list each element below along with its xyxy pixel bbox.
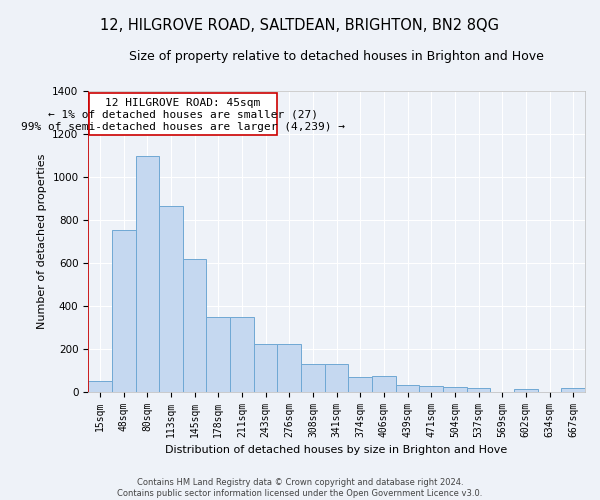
Bar — [325, 364, 349, 392]
Bar — [514, 389, 538, 392]
Bar — [254, 344, 277, 392]
Bar — [159, 206, 183, 392]
Text: 99% of semi-detached houses are larger (4,239) →: 99% of semi-detached houses are larger (… — [21, 122, 345, 132]
Bar — [183, 259, 206, 392]
Bar — [372, 376, 396, 392]
Bar — [396, 385, 419, 392]
Bar — [136, 156, 159, 392]
Text: 12 HILGROVE ROAD: 45sqm: 12 HILGROVE ROAD: 45sqm — [106, 98, 260, 108]
Text: 12, HILGROVE ROAD, SALTDEAN, BRIGHTON, BN2 8QG: 12, HILGROVE ROAD, SALTDEAN, BRIGHTON, B… — [101, 18, 499, 32]
Bar — [112, 230, 136, 392]
Text: Contains HM Land Registry data © Crown copyright and database right 2024.
Contai: Contains HM Land Registry data © Crown c… — [118, 478, 482, 498]
Y-axis label: Number of detached properties: Number of detached properties — [37, 154, 47, 329]
Bar — [206, 318, 230, 392]
Bar — [467, 388, 490, 392]
Bar — [301, 364, 325, 392]
X-axis label: Distribution of detached houses by size in Brighton and Hove: Distribution of detached houses by size … — [166, 445, 508, 455]
Bar — [562, 388, 585, 392]
Bar — [88, 380, 112, 392]
Bar — [230, 318, 254, 392]
Bar — [349, 376, 372, 392]
Bar — [419, 386, 443, 392]
Title: Size of property relative to detached houses in Brighton and Hove: Size of property relative to detached ho… — [129, 50, 544, 63]
Bar — [89, 93, 277, 134]
Bar — [277, 344, 301, 392]
Text: ← 1% of detached houses are smaller (27): ← 1% of detached houses are smaller (27) — [48, 110, 318, 120]
Bar — [443, 388, 467, 392]
